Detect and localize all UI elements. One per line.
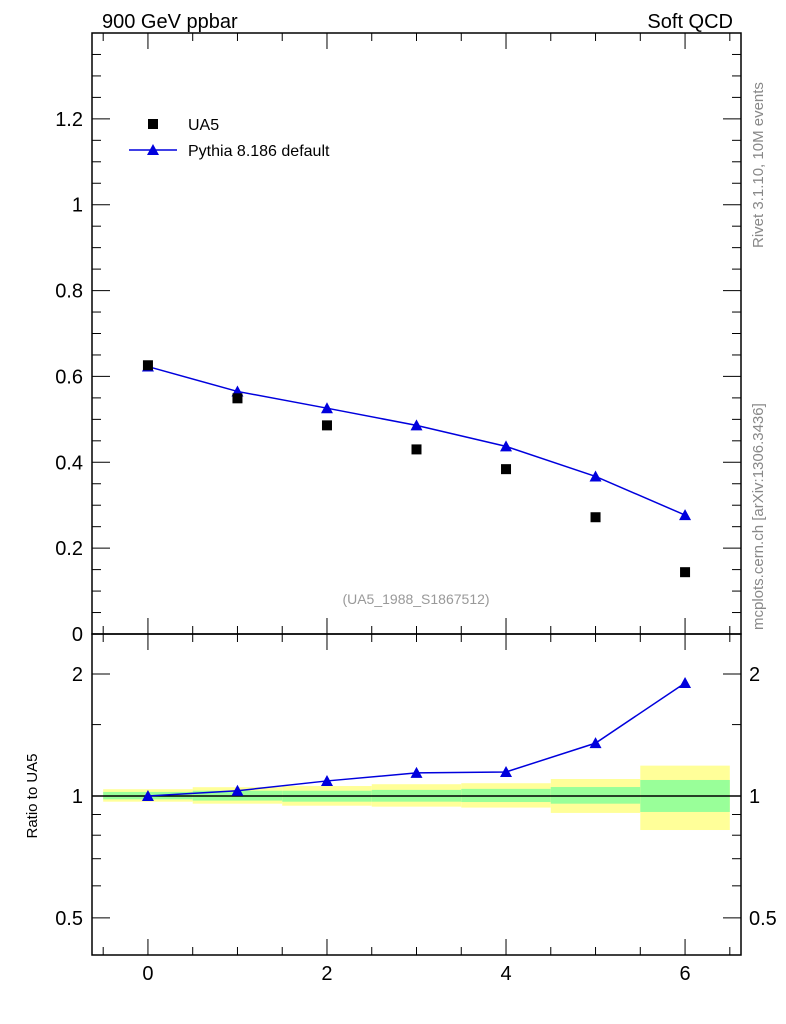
main-y-tick-label: 0.2 xyxy=(55,538,83,560)
analysis-label: (UA5_1988_S1867512) xyxy=(342,591,489,607)
x-tick-label: 6 xyxy=(679,963,690,985)
legend-marker-pythia xyxy=(147,144,159,155)
plot-title-right: Soft QCD xyxy=(647,11,733,33)
main-y-tick-label: 0.6 xyxy=(55,366,83,388)
ratio-y-axis-label: Ratio to UA5 xyxy=(24,753,41,838)
ratio-point xyxy=(320,774,333,786)
ua5-point xyxy=(501,464,512,475)
main-y-tick-label: 0 xyxy=(72,624,83,646)
ratio-point xyxy=(231,784,244,796)
pythia-point xyxy=(679,509,692,521)
ratio-y-tick-label-left: 1 xyxy=(72,786,83,808)
ua5-point xyxy=(321,420,332,431)
x-tick-label: 2 xyxy=(321,963,332,985)
ua5-point xyxy=(411,444,422,455)
pythia-point xyxy=(589,470,602,482)
ratio-point xyxy=(141,789,154,801)
ratio-point xyxy=(589,737,602,749)
legend-marker-ua5 xyxy=(148,119,158,129)
pythia-point xyxy=(320,402,333,414)
ratio-line xyxy=(147,682,686,797)
x-tick-label: 4 xyxy=(500,963,511,985)
mcplots-label: mcplots.cern.ch [arXiv:1306.3436] xyxy=(750,403,767,630)
x-tick-label: 0 xyxy=(142,963,153,985)
ratio-point xyxy=(679,676,692,688)
main-y-tick-label: 0.8 xyxy=(55,281,83,303)
plot-title-left: 900 GeV ppbar xyxy=(102,11,238,33)
ratio-point xyxy=(410,766,423,778)
ratio-y-tick-label-right: 1 xyxy=(749,786,760,808)
ratio-y-tick-label-right: 0.5 xyxy=(749,908,777,930)
ratio-y-tick-label-left: 2 xyxy=(72,664,83,686)
main-y-tick-label: 1.2 xyxy=(55,109,83,131)
legend-label-ua5: UA5 xyxy=(188,117,219,134)
rivet-version-label: Rivet 3.1.10, 10M events xyxy=(750,82,767,248)
ratio-y-tick-label-right: 2 xyxy=(749,664,760,686)
ratio-point xyxy=(500,765,513,777)
pythia-point xyxy=(500,440,513,452)
ua5-point xyxy=(680,567,691,578)
ratio-y-tick-label-left: 0.5 xyxy=(55,908,83,930)
legend-label-pythia: Pythia 8.186 default xyxy=(188,143,330,160)
pythia-line xyxy=(147,365,686,516)
pythia-point xyxy=(410,419,423,431)
main-y-tick-label: 1 xyxy=(72,195,83,217)
ua5-point xyxy=(590,512,601,523)
ua5-point xyxy=(232,393,243,404)
main-y-tick-label: 0.4 xyxy=(55,452,83,474)
ua5-point xyxy=(142,360,153,371)
